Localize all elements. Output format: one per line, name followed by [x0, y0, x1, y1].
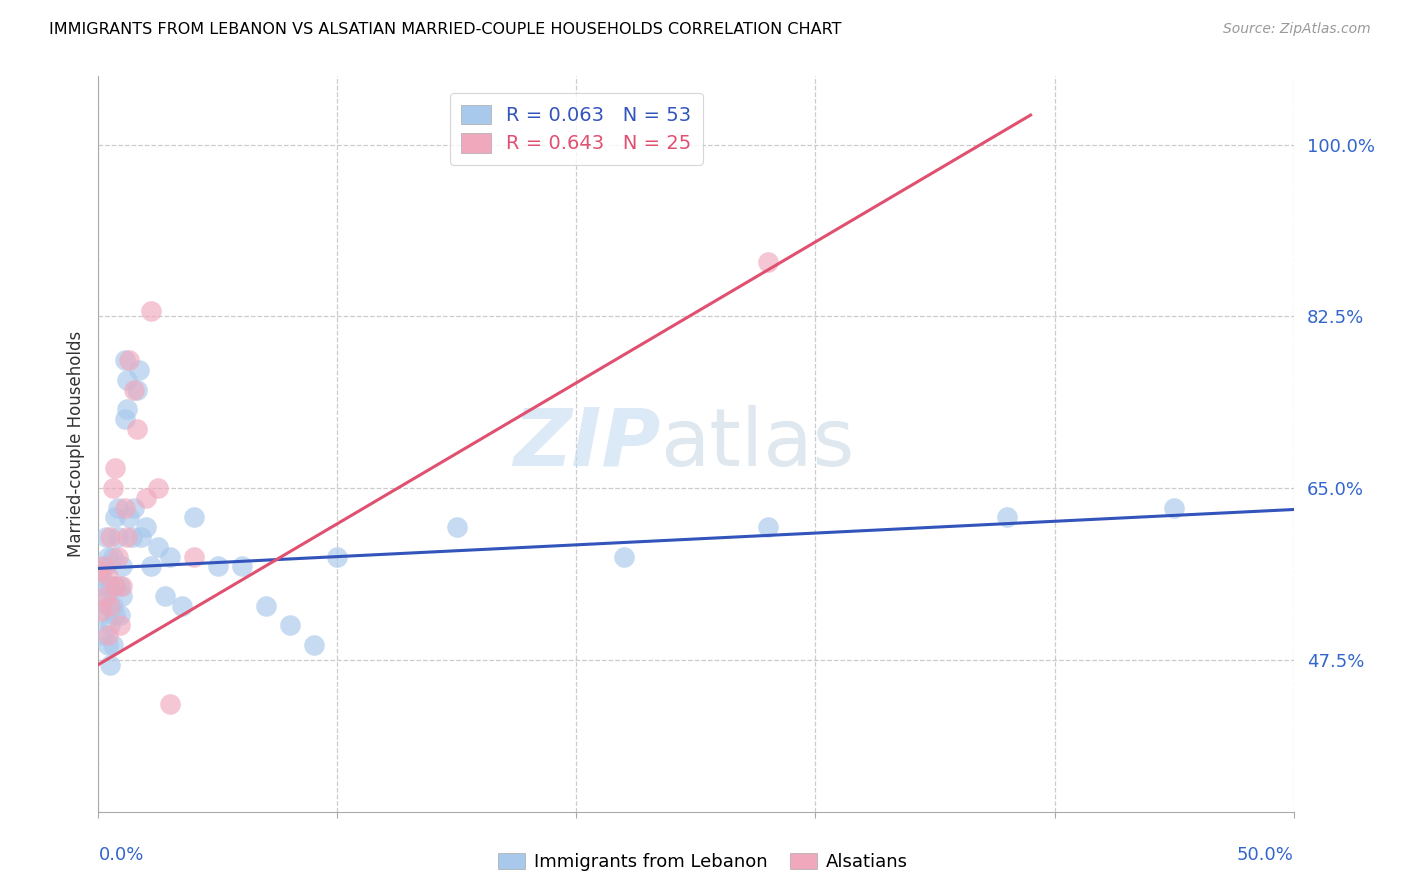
Point — [114, 412, 136, 426]
Point — [111, 589, 134, 603]
Text: IMMIGRANTS FROM LEBANON VS ALSATIAN MARRIED-COUPLE HOUSEHOLDS CORRELATION CHART: IMMIGRANTS FROM LEBANON VS ALSATIAN MARR… — [49, 22, 842, 37]
Point — [326, 549, 349, 564]
Point — [104, 579, 127, 593]
Point — [108, 618, 131, 632]
Point — [139, 559, 162, 574]
Point — [995, 510, 1018, 524]
Point — [90, 569, 112, 583]
Point — [131, 530, 153, 544]
Point — [148, 481, 170, 495]
Point — [115, 402, 138, 417]
Point — [97, 628, 120, 642]
Point — [124, 383, 146, 397]
Point — [97, 599, 120, 613]
Text: ZIP: ZIP — [513, 405, 661, 483]
Point — [98, 579, 122, 593]
Point — [111, 559, 134, 574]
Point — [91, 579, 114, 593]
Point — [90, 565, 112, 579]
Point — [94, 589, 117, 603]
Point — [155, 589, 177, 603]
Point — [159, 549, 181, 564]
Point — [135, 491, 157, 505]
Point — [135, 520, 157, 534]
Point — [115, 530, 138, 544]
Point — [104, 510, 127, 524]
Text: atlas: atlas — [661, 405, 855, 483]
Point — [94, 559, 117, 574]
Point — [98, 530, 122, 544]
Text: 0.0%: 0.0% — [98, 846, 143, 864]
Point — [114, 500, 136, 515]
Point — [159, 697, 181, 711]
Point — [104, 608, 127, 623]
Point — [98, 599, 122, 613]
Point — [756, 520, 779, 534]
Point — [613, 549, 636, 564]
Point — [302, 638, 325, 652]
Point — [107, 530, 129, 544]
Point — [101, 481, 124, 495]
Point — [111, 579, 134, 593]
Point — [1163, 500, 1185, 515]
Point — [108, 579, 131, 593]
Point — [97, 569, 120, 583]
Point — [254, 599, 277, 613]
Point — [118, 510, 141, 524]
Point — [98, 657, 122, 672]
Point — [183, 510, 205, 524]
Point — [101, 599, 124, 613]
Point — [278, 618, 301, 632]
Point — [756, 255, 779, 269]
Point — [90, 604, 112, 618]
Point — [121, 530, 143, 544]
Point — [101, 638, 124, 652]
Point — [124, 500, 146, 515]
Legend: R = 0.063   N = 53, R = 0.643   N = 25: R = 0.063 N = 53, R = 0.643 N = 25 — [450, 93, 703, 165]
Text: 50.0%: 50.0% — [1237, 846, 1294, 864]
Point — [446, 520, 468, 534]
Point — [91, 559, 114, 574]
Point — [94, 589, 117, 603]
Point — [98, 618, 122, 632]
Point — [115, 373, 138, 387]
Point — [107, 549, 129, 564]
Point — [108, 608, 131, 623]
Point — [125, 422, 148, 436]
Point — [97, 638, 120, 652]
Point — [207, 559, 229, 574]
Point — [139, 304, 162, 318]
Point — [148, 540, 170, 554]
Point — [125, 383, 148, 397]
Point — [101, 549, 124, 564]
Point — [114, 353, 136, 368]
Point — [91, 628, 114, 642]
Point — [231, 559, 253, 574]
Point — [90, 608, 112, 623]
Point — [183, 549, 205, 564]
Y-axis label: Married-couple Households: Married-couple Households — [66, 331, 84, 557]
Point — [104, 461, 127, 475]
Point — [128, 363, 150, 377]
Point — [97, 549, 120, 564]
Text: Source: ZipAtlas.com: Source: ZipAtlas.com — [1223, 22, 1371, 37]
Point — [107, 500, 129, 515]
Point — [94, 530, 117, 544]
Point — [104, 579, 127, 593]
Point — [118, 353, 141, 368]
Legend: Immigrants from Lebanon, Alsatians: Immigrants from Lebanon, Alsatians — [491, 846, 915, 879]
Point — [172, 599, 194, 613]
